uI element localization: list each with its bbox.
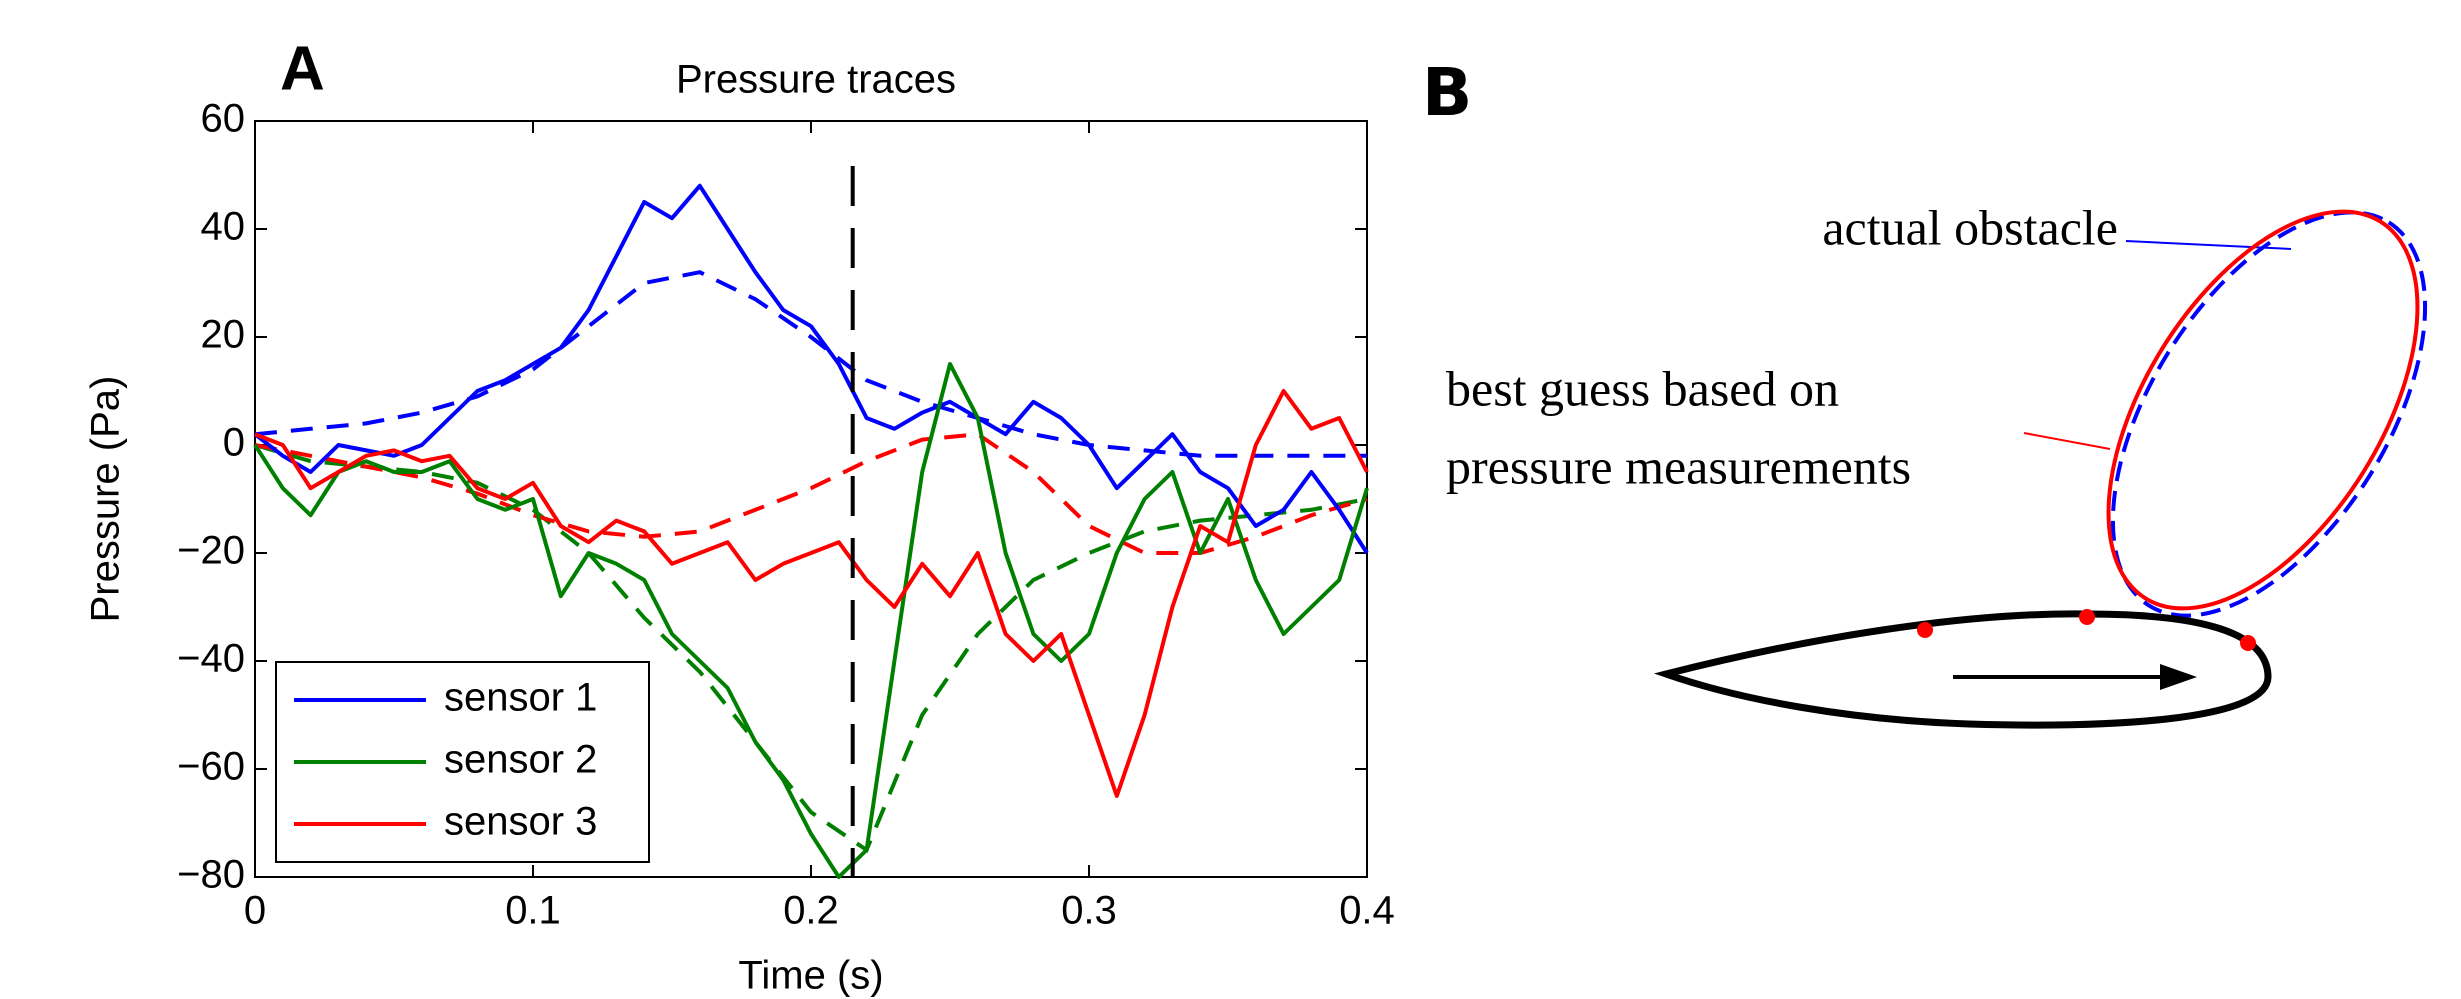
series-line: [253, 183, 1369, 555]
annotation: actual obstacle: [1822, 199, 2118, 255]
plot: 0 0.1 0.2 0.3 0.4 −80 −60 −40 −20 0 20 40 60 sensor 1…: [177, 97, 1395, 933]
sensor-marker: [2240, 635, 2256, 651]
y-axis-label: Pressure (Pa): [84, 376, 128, 623]
annotation: pressure measurements: [1446, 438, 1911, 494]
best-guess: [2106, 209, 2420, 611]
y-tick-label: 60: [201, 97, 246, 141]
chart-title: Pressure traces: [676, 58, 956, 102]
sensor-marker: [2079, 609, 2095, 625]
annotation: best guess based on: [1446, 360, 1839, 416]
x-tick-label: 0.3: [1061, 889, 1117, 933]
sensors: [1917, 609, 2256, 651]
legend-label: sensor 1: [444, 676, 597, 720]
y-tick-label: −40: [177, 637, 245, 681]
y-tick-label: 40: [201, 205, 246, 249]
y-tick-label: −60: [177, 745, 245, 789]
y-tick-label: 0: [223, 421, 245, 465]
y-tick-label: −20: [177, 529, 245, 573]
leader-line: [2023, 432, 2111, 450]
fit-line: [254, 432, 1368, 555]
fit-line: [254, 270, 1367, 458]
series-line: [253, 362, 1369, 879]
x-tick-label: 0.4: [1339, 889, 1395, 933]
x-tick-label: 0.2: [783, 889, 839, 933]
panel-label: B: [1422, 54, 1472, 131]
panel-b: B actual obstacle best guess based on pr…: [1422, 54, 2428, 729]
y-tick-label: 20: [201, 313, 246, 357]
airfoil: [1653, 610, 2272, 729]
series-line: [254, 389, 1369, 798]
fit-line: [254, 443, 1368, 854]
sensor-marker: [1917, 622, 1933, 638]
arrow-head: [2160, 664, 2197, 690]
x-tick-label: 0.1: [505, 889, 561, 933]
panel-label: A: [280, 34, 325, 103]
x-tick-label: 0: [244, 889, 266, 933]
y-tick-label: −80: [177, 853, 245, 897]
legend-label: sensor 3: [444, 800, 597, 844]
legend-label: sensor 2: [444, 738, 597, 782]
x-axis-label: Time (s): [738, 954, 883, 998]
